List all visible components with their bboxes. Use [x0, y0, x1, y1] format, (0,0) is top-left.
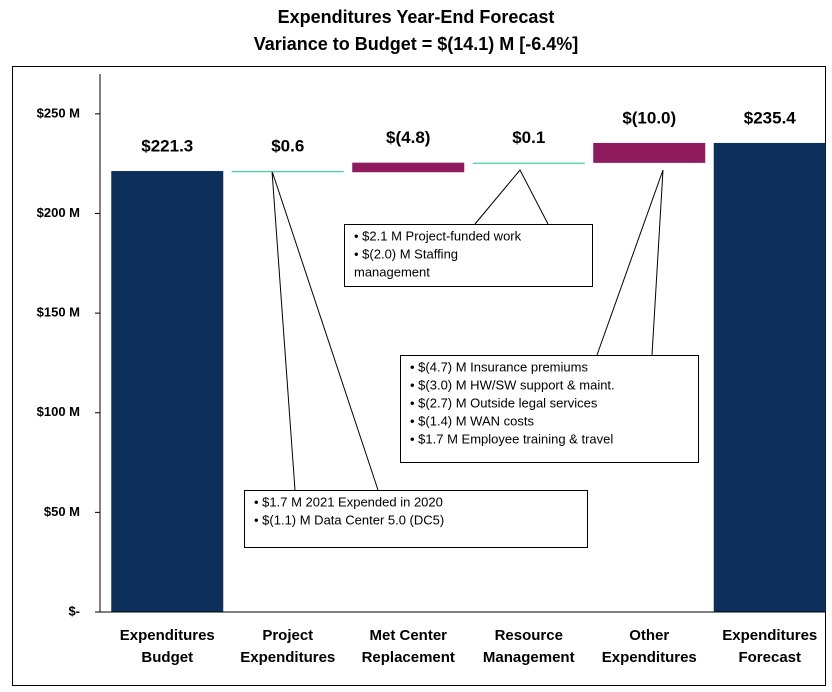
value-label: $235.4: [744, 108, 797, 127]
value-label: $(10.0): [622, 108, 676, 127]
value-label: $0.1: [512, 128, 545, 147]
value-label: $0.6: [271, 137, 304, 156]
x-tick-label: Forecast: [738, 649, 801, 666]
x-tick-label: Expenditures: [602, 649, 697, 666]
y-tick-label: $150 M: [37, 305, 80, 320]
x-tick-label: Expenditures: [120, 627, 215, 644]
bar: [713, 142, 826, 612]
x-tick-label: Replacement: [362, 649, 455, 666]
y-tick-label: $-: [68, 603, 80, 618]
x-tick-label: Met Center: [369, 627, 447, 644]
callout-text: • $(2.0) M Staffing: [354, 246, 458, 261]
chart-subtitle: Variance to Budget = $(14.1) M [-6.4%]: [254, 34, 579, 54]
bar: [352, 162, 465, 173]
callout-text: • $(3.0) M HW/SW support & maint.: [410, 377, 615, 392]
y-tick-label: $100 M: [37, 404, 80, 419]
value-label: $(4.8): [386, 128, 430, 147]
callout-text: • $(4.7) M Insurance premiums: [410, 359, 588, 374]
bar: [231, 171, 344, 173]
callout-box: [244, 490, 588, 548]
y-tick-label: $250 M: [37, 105, 80, 120]
callout-text: • $1.7 M Employee training & travel: [410, 431, 613, 446]
bar: [111, 171, 224, 613]
x-tick-label: Resource: [495, 627, 563, 644]
callout-box: [400, 355, 699, 463]
pointer: [271, 170, 379, 491]
callout-text: • $1.7 M 2021 Expended in 2020: [254, 494, 443, 509]
pointer: [596, 169, 664, 356]
x-tick-label: Project: [262, 627, 313, 644]
callout-text: • $(2.7) M Outside legal services: [410, 395, 598, 410]
callout-text: • $(1.1) M Data Center 5.0 (DC5): [254, 512, 444, 527]
x-tick-label: Expenditures: [240, 649, 335, 666]
bar: [593, 142, 706, 163]
y-tick-label: $50 M: [44, 504, 80, 519]
callout-pointers: [271, 169, 664, 491]
x-tick-label: Expenditures: [722, 627, 817, 644]
callout-text: management: [354, 264, 430, 279]
callout-text: • $2.1 M Project-funded work: [354, 228, 522, 243]
chart-title: Expenditures Year-End Forecast: [278, 7, 555, 27]
x-tick-label: Budget: [141, 649, 193, 666]
pointer: [474, 169, 549, 225]
callout-text: • $(1.4) M WAN costs: [410, 413, 534, 428]
y-tick-label: $200 M: [37, 205, 80, 220]
x-tick-label: Management: [483, 649, 575, 666]
value-label: $221.3: [141, 137, 193, 156]
bar: [472, 162, 585, 164]
callout-box: [344, 224, 593, 287]
x-tick-label: Other: [629, 627, 669, 644]
